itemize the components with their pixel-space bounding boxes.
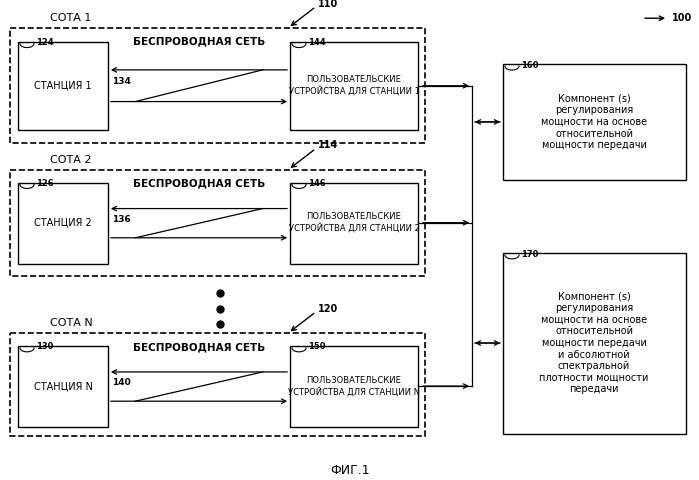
Bar [18,346,108,427]
Text: 134: 134 [112,77,131,86]
Text: СТАНЦИЯ N: СТАНЦИЯ N [34,381,92,391]
Bar [18,42,108,130]
Text: 124: 124 [36,38,54,47]
Text: ПОЛЬЗОВАТЕЛЬСКИЕ
УСТРОЙСТВА ДЛЯ СТАНЦИИ 1: ПОЛЬЗОВАТЕЛЬСКИЕ УСТРОЙСТВА ДЛЯ СТАНЦИИ … [289,75,419,96]
Text: 140: 140 [112,378,131,387]
Text: СТАНЦИЯ 2: СТАНЦИЯ 2 [34,218,92,228]
Bar [18,182,108,264]
Text: СОТА N: СОТА N [50,318,93,328]
Text: БЕСПРОВОДНАЯ СЕТЬ: БЕСПРОВОДНАЯ СЕТЬ [133,36,265,47]
Bar [10,28,425,144]
Text: 120: 120 [318,304,338,314]
Text: 170: 170 [521,250,538,259]
Text: Компонент (s)
регулирования
мощности на основе
относительной
мощности передачи: Компонент (s) регулирования мощности на … [541,94,647,150]
Bar [290,346,418,427]
Text: 130: 130 [36,342,53,351]
Text: БЕСПРОВОДНАЯ СЕТЬ: БЕСПРОВОДНАЯ СЕТЬ [133,342,265,352]
Bar [503,64,686,180]
Text: 114: 114 [318,141,338,150]
Text: ПОЛЬЗОВАТЕЛЬСКИЕ
УСТРОЙСТВА ДЛЯ СТАНЦИИ N: ПОЛЬЗОВАТЕЛЬСКИЕ УСТРОЙСТВА ДЛЯ СТАНЦИИ … [288,376,420,396]
Bar [10,170,425,276]
Text: 146: 146 [308,179,326,188]
Text: СТАНЦИЯ 1: СТАНЦИЯ 1 [34,81,92,91]
Bar [10,333,425,436]
Text: 136: 136 [112,215,131,224]
Text: Компонент (s)
регулирования
мощности на основе
относительной
мощности передачи
и: Компонент (s) регулирования мощности на … [540,292,649,395]
Bar [290,42,418,130]
Text: 160: 160 [521,60,538,70]
Text: СОТА 2: СОТА 2 [50,155,92,165]
Text: ФИГ.1: ФИГ.1 [330,464,370,477]
Text: 126: 126 [36,179,54,188]
Text: СОТА 1: СОТА 1 [50,13,92,23]
Text: ПОЛЬЗОВАТЕЛЬСКИЕ
УСТРОЙСТВА ДЛЯ СТАНЦИИ 2: ПОЛЬЗОВАТЕЛЬСКИЕ УСТРОЙСТВА ДЛЯ СТАНЦИИ … [289,213,419,233]
Text: 100: 100 [672,13,692,23]
Text: 150: 150 [308,342,326,351]
Text: 110: 110 [318,0,338,9]
Bar [290,182,418,264]
Text: 144: 144 [308,38,326,47]
Bar [503,253,686,434]
Text: БЕСПРОВОДНАЯ СЕТЬ: БЕСПРОВОДНАЯ СЕТЬ [133,179,265,189]
